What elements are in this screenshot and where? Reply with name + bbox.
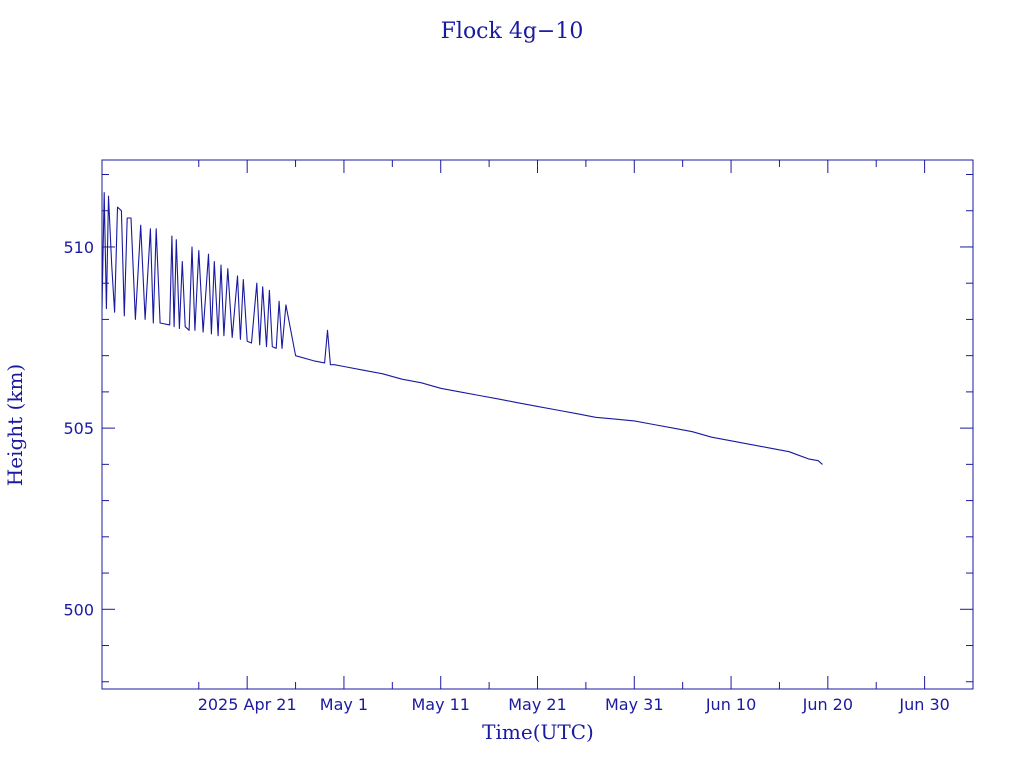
y-tick-label: 505 bbox=[63, 419, 94, 438]
plot-frame bbox=[101, 159, 974, 690]
x-tick-label: Jun 10 bbox=[705, 695, 756, 714]
axis-ticks bbox=[102, 160, 974, 689]
y-tick-label: 510 bbox=[63, 238, 94, 257]
y-axis-label: Height (km) bbox=[3, 364, 27, 486]
x-tick-label: May 21 bbox=[508, 695, 567, 714]
x-tick-label: May 31 bbox=[605, 695, 664, 714]
x-axis-label: Time(UTC) bbox=[482, 720, 594, 744]
x-tick-label: May 1 bbox=[320, 695, 368, 714]
chart-title: Flock 4g−10 bbox=[441, 19, 584, 44]
x-tick-label: May 11 bbox=[411, 695, 470, 714]
x-tick-label: Jun 20 bbox=[802, 695, 853, 714]
x-tick-label: Jun 30 bbox=[898, 695, 949, 714]
y-tick-labels: 500 505 510 bbox=[63, 238, 94, 619]
y-tick-label: 500 bbox=[63, 600, 94, 619]
x-tick-labels: 2025 Apr 21 May 1 May 11 May 21 May 31 Jun 10… bbox=[198, 695, 950, 714]
height-series-line bbox=[101, 192, 823, 465]
x-tick-label: 2025 Apr 21 bbox=[198, 695, 297, 714]
